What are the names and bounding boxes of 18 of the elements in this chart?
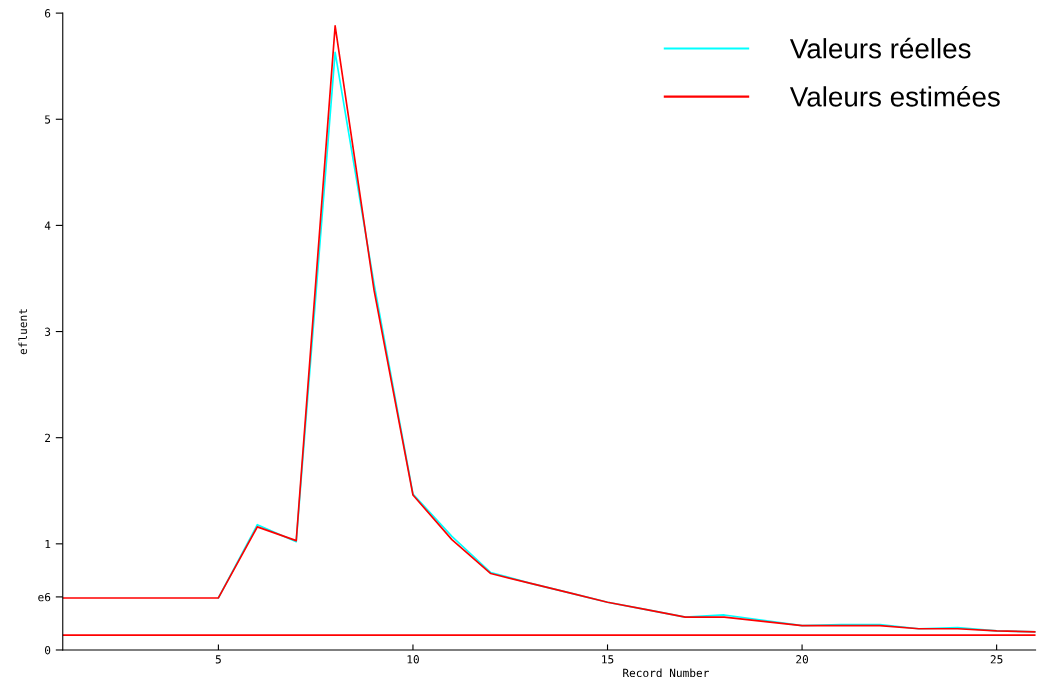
x-tick-label: 25 — [990, 655, 1003, 664]
y-tick-label: 4 — [44, 221, 51, 230]
y-tick-label: e6 — [38, 592, 51, 602]
x-tick-label: 20 — [796, 655, 809, 664]
y-tick-label: 1 — [45, 539, 51, 549]
legend-label: Valeurs réelles — [789, 37, 971, 59]
line-series — [62, 25, 1036, 633]
x-tick-label: 15 — [602, 655, 614, 664]
y-tick-label: 6 — [44, 9, 51, 18]
y-tick-label: 0 — [44, 645, 51, 655]
x-axis-title: Record Number — [623, 668, 709, 678]
y-tick-label: 5 — [45, 115, 51, 124]
x-tick-label: 10 — [407, 655, 419, 664]
x-tick-label: 5 — [215, 655, 221, 664]
y-tick-label: 3 — [45, 327, 51, 336]
legend-label: Valeurs estimées — [789, 85, 1000, 107]
y-axis-title: efluent — [18, 309, 28, 355]
y-tick-label: 2 — [45, 433, 51, 442]
